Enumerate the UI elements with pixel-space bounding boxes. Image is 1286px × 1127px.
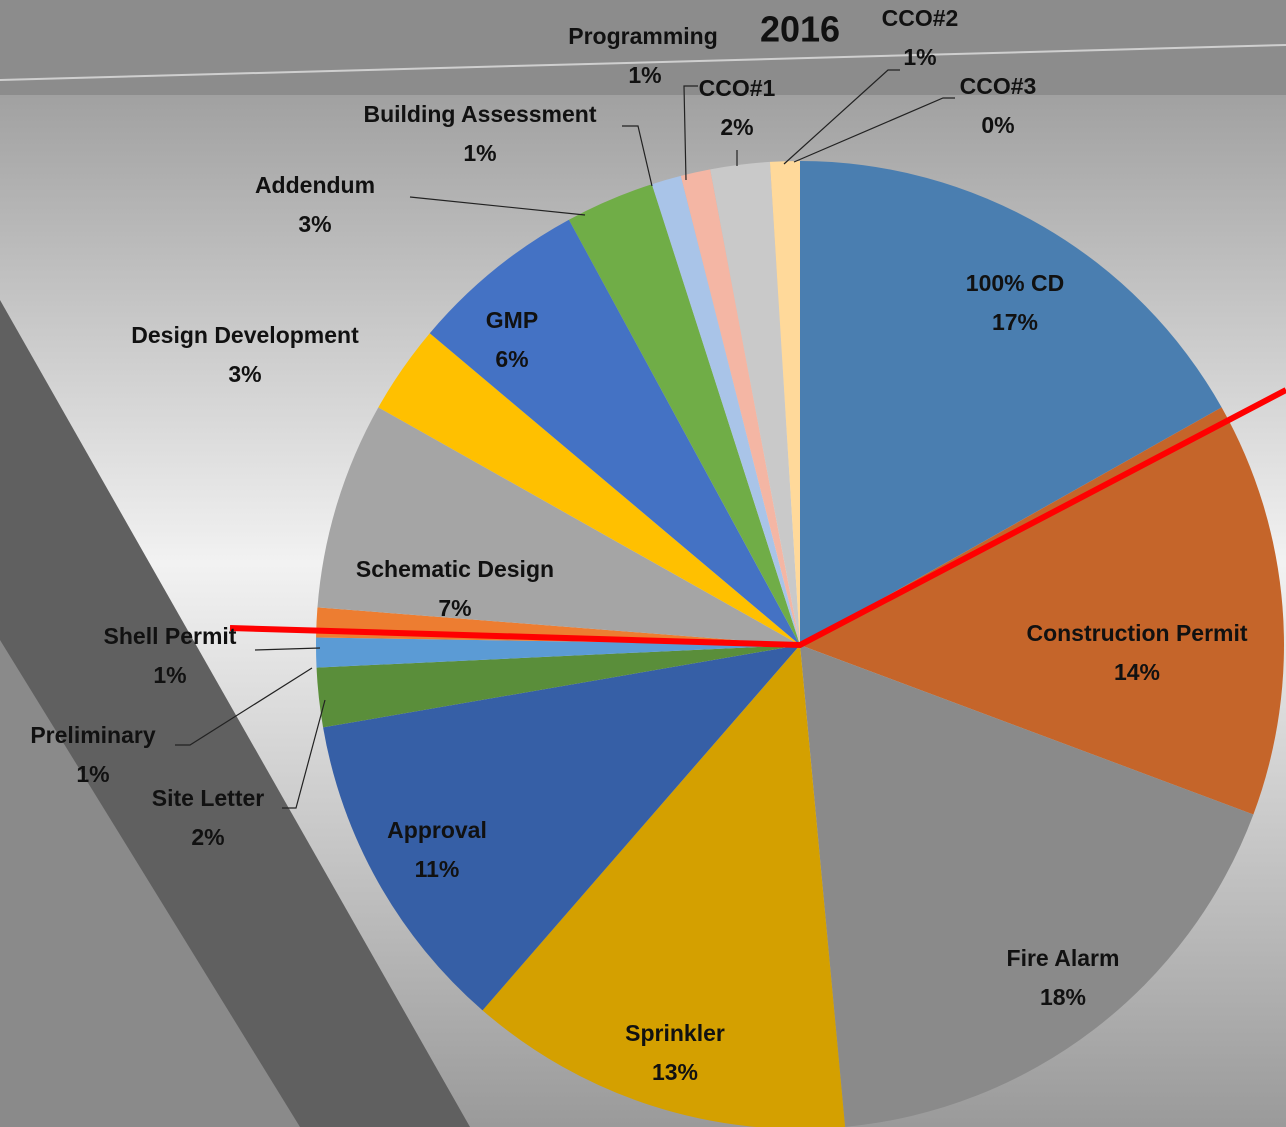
chart-title: 2016 bbox=[760, 9, 840, 50]
pie-slice bbox=[316, 645, 800, 728]
data-label-value: 2% bbox=[191, 824, 224, 850]
leader-line bbox=[783, 69, 900, 165]
leader-line bbox=[622, 125, 653, 187]
data-label-value: 14% bbox=[1114, 659, 1160, 685]
data-label-name: CCO#1 bbox=[699, 75, 776, 101]
leader-lines bbox=[175, 69, 955, 809]
data-label-value: 0% bbox=[981, 112, 1014, 138]
data-label-value: 17% bbox=[992, 309, 1038, 335]
data-label-value: 1% bbox=[153, 662, 186, 688]
data-label-value: 2% bbox=[720, 114, 753, 140]
pie-slice bbox=[429, 219, 800, 645]
leader-line bbox=[793, 97, 955, 163]
data-label-value: 1% bbox=[76, 761, 109, 787]
data-label-name: Addendum bbox=[255, 172, 375, 198]
leader-line bbox=[175, 667, 313, 746]
pie-slice bbox=[317, 407, 800, 645]
data-label-name: CCO#3 bbox=[960, 73, 1037, 99]
pie-slice bbox=[680, 169, 800, 645]
data-label-name: 100% CD bbox=[966, 270, 1064, 296]
header-band bbox=[0, 0, 1286, 95]
data-label-name: Design Development bbox=[131, 322, 359, 348]
data-label-name: CCO#2 bbox=[882, 5, 959, 31]
data-label-value: 3% bbox=[228, 361, 261, 387]
data-label-value: 1% bbox=[903, 44, 936, 70]
data-label-name: Fire Alarm bbox=[1007, 945, 1120, 971]
data-label-name: Building Assessment bbox=[363, 101, 596, 127]
pie-slice bbox=[800, 645, 1254, 1127]
data-label-name: Site Letter bbox=[152, 785, 265, 811]
red-line bbox=[229, 387, 1286, 649]
data-label-value: 11% bbox=[415, 856, 460, 882]
data-label-value: 1% bbox=[628, 62, 661, 88]
pie-slice bbox=[323, 645, 800, 1011]
pie-slice bbox=[568, 184, 800, 646]
data-label-name: Schematic Design bbox=[356, 556, 554, 582]
pie-slice bbox=[800, 407, 1284, 815]
data-label-value: 18% bbox=[1040, 984, 1086, 1010]
data-label-value: 7% bbox=[438, 595, 471, 621]
data-label-value: 13% bbox=[652, 1059, 698, 1085]
data-label-value: 6% bbox=[495, 346, 528, 372]
data-label-name: Construction Permit bbox=[1026, 620, 1247, 646]
leader-line bbox=[683, 85, 698, 181]
data-label-name: Preliminary bbox=[30, 722, 155, 748]
annotations bbox=[229, 387, 1286, 649]
pie-slice bbox=[769, 161, 800, 645]
data-label-name: Programming bbox=[568, 23, 718, 49]
pie-slice bbox=[482, 645, 846, 1127]
pie-slice bbox=[651, 175, 800, 645]
diagonal-shape bbox=[0, 640, 300, 1127]
data-label-name: GMP bbox=[486, 307, 538, 333]
leader-line bbox=[254, 647, 321, 651]
data-label-name: Approval bbox=[387, 817, 487, 843]
leader-line bbox=[282, 699, 326, 809]
pie-slice bbox=[378, 333, 800, 645]
data-label-name: Sprinkler bbox=[625, 1020, 725, 1046]
pie-slice bbox=[710, 161, 800, 645]
pie bbox=[316, 161, 1284, 1127]
data-label-name: Shell Permit bbox=[104, 623, 237, 649]
pie-slice bbox=[800, 161, 1222, 645]
data-label-value: 3% bbox=[298, 211, 331, 237]
data-label-value: 1% bbox=[463, 140, 496, 166]
header-line bbox=[0, 44, 1286, 81]
pie-slice bbox=[316, 637, 800, 668]
leader-line bbox=[409, 196, 586, 216]
